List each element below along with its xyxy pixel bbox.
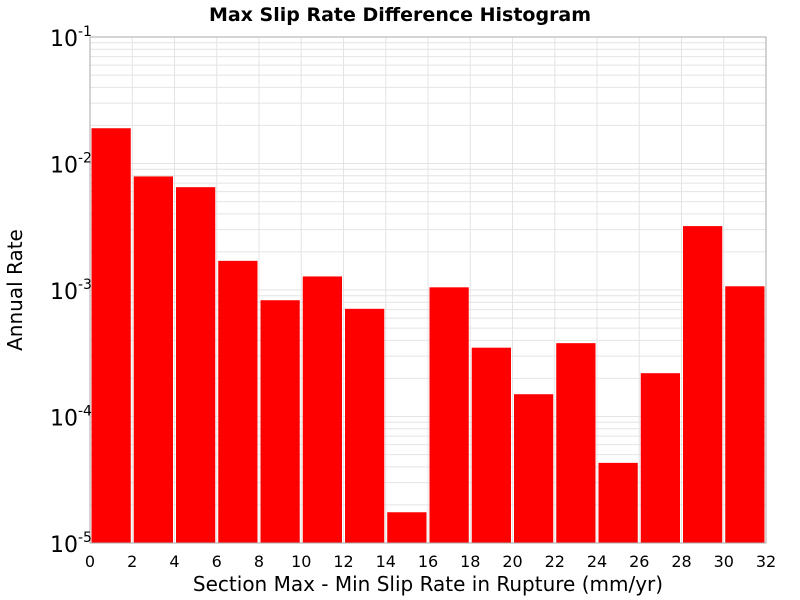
y-tick-label: 10-5 <box>50 530 92 558</box>
histogram-bar <box>91 128 131 543</box>
x-tick-label: 30 <box>714 552 734 571</box>
y-axis-label: Annual Rate <box>3 229 27 351</box>
y-tick-label: 10-1 <box>50 24 92 52</box>
y-tick-label: 10-2 <box>50 151 92 179</box>
histogram-bar <box>471 347 511 543</box>
x-tick-label: 32 <box>756 552 776 571</box>
histogram-bar <box>640 373 680 543</box>
y-tick-label: 10-4 <box>50 404 92 432</box>
x-tick-label: 16 <box>418 552 438 571</box>
chart-title: Max Slip Rate Difference Histogram <box>209 4 591 26</box>
histogram-bar <box>514 394 554 543</box>
histogram-bar <box>429 287 469 543</box>
histogram-bar <box>556 343 596 543</box>
histogram-bar <box>387 512 427 543</box>
y-tick-labels: 10-5 10-4 10-3 10-2 10-1 <box>50 24 92 558</box>
x-tick-label: 26 <box>629 552 649 571</box>
histogram-bar <box>725 286 765 543</box>
x-tick-label: 22 <box>545 552 565 571</box>
histogram-bar <box>218 260 258 543</box>
histogram-bar <box>683 226 723 544</box>
histogram-bar <box>176 187 216 544</box>
histogram-bar <box>345 308 385 543</box>
x-tick-label: 2 <box>127 552 137 571</box>
x-tick-label: 18 <box>460 552 480 571</box>
y-tick-label: 10-3 <box>50 277 92 305</box>
x-tick-label: 4 <box>169 552 179 571</box>
x-axis-label: Section Max - Min Slip Rate in Rupture (… <box>193 572 663 596</box>
x-tick-label: 10 <box>291 552 311 571</box>
x-tick-labels: 0 2 4 6 8 10 12 14 16 18 20 22 24 26 28 30 32 <box>85 552 776 571</box>
plot-frame <box>89 36 767 544</box>
x-tick-label: 14 <box>376 552 396 571</box>
x-tick-label: 6 <box>212 552 222 571</box>
x-tick-label: 12 <box>333 552 353 571</box>
bars <box>91 128 765 544</box>
x-tick-label: 8 <box>254 552 264 571</box>
x-tick-label: 20 <box>502 552 522 571</box>
x-tick-label: 28 <box>671 552 691 571</box>
histogram-bar <box>133 176 173 543</box>
x-tick-label: 0 <box>85 552 95 571</box>
histogram-bar <box>598 462 638 543</box>
x-tick-label: 24 <box>587 552 607 571</box>
histogram-bar <box>260 300 300 543</box>
histogram-bar <box>302 276 342 543</box>
